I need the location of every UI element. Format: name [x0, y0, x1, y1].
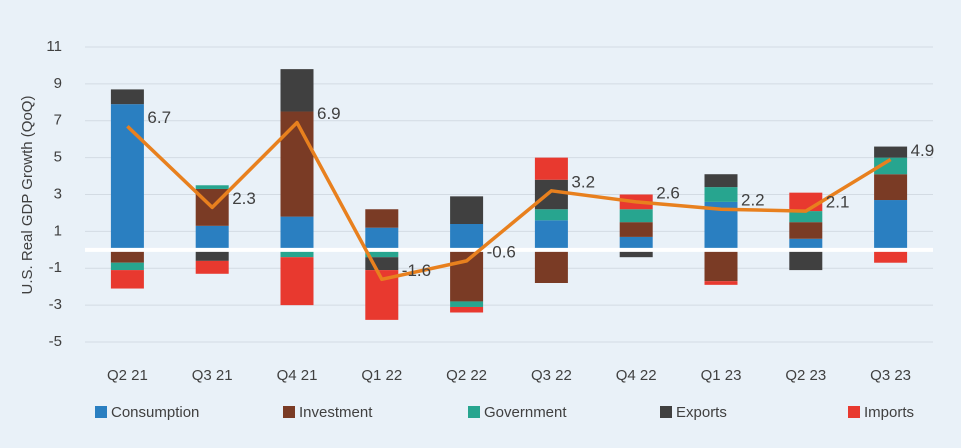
x-tick-label: Q1 23 — [701, 367, 742, 384]
x-tick-label: Q4 21 — [277, 367, 318, 384]
data-label: 6.9 — [317, 104, 341, 123]
bar-segment — [110, 89, 144, 105]
bar-segment — [874, 157, 908, 175]
bar-segment — [280, 249, 314, 258]
bar-segment — [450, 249, 484, 302]
bar-segment — [534, 249, 568, 283]
bar-segment — [195, 249, 229, 261]
bar-segment — [704, 281, 738, 285]
bar-segment — [789, 192, 823, 212]
legend-label: Imports — [864, 404, 914, 421]
bar-segment — [280, 257, 314, 306]
bar-segment — [789, 249, 823, 271]
bar-segment — [110, 270, 144, 289]
y-tick-label: -1 — [49, 259, 62, 276]
y-tick-label: 1 — [54, 222, 62, 239]
bar-segment — [789, 238, 823, 250]
bar-segment — [789, 211, 823, 223]
data-label: 6.7 — [147, 108, 171, 127]
legend-swatch — [468, 406, 480, 418]
x-tick-label: Q3 21 — [192, 367, 233, 384]
bar-segment — [450, 301, 484, 307]
legend-swatch — [848, 406, 860, 418]
bar-segment — [365, 249, 399, 258]
data-label: -1.6 — [402, 261, 431, 280]
bar-segment — [534, 209, 568, 221]
bar-segment — [195, 225, 229, 250]
bar-segment — [619, 209, 653, 223]
y-tick-label: 7 — [54, 112, 62, 129]
bar-segment — [704, 249, 738, 282]
bar-segment — [874, 200, 908, 250]
y-tick-label: 11 — [46, 38, 62, 55]
y-tick-label: -5 — [49, 333, 62, 350]
bar-segment — [280, 69, 314, 112]
bar-segment — [450, 196, 484, 224]
legend-label: Investment — [299, 404, 373, 421]
x-tick-label: Q2 21 — [107, 367, 148, 384]
bar-segment — [280, 111, 314, 217]
legend-label: Exports — [676, 404, 727, 421]
data-label: 3.2 — [571, 172, 595, 191]
bar-segment — [110, 249, 144, 263]
legend-label: Government — [484, 404, 567, 421]
legend-swatch — [283, 406, 295, 418]
legend-label: Consumption — [111, 404, 199, 421]
bar-segment — [280, 216, 314, 250]
bar-segment — [619, 222, 653, 237]
bar-segment — [110, 262, 144, 271]
bar-segment — [450, 224, 484, 250]
data-label: 4.9 — [911, 141, 935, 160]
y-axis-label: U.S. Real GDP Growth (QoQ) — [19, 96, 36, 295]
gdp-line — [126, 120, 892, 282]
bar-segment — [704, 187, 738, 202]
legend-swatch — [95, 406, 107, 418]
y-tick-label: 5 — [54, 149, 62, 166]
bar-segment — [195, 185, 229, 189]
bar-segment — [450, 306, 484, 313]
bar-segment — [874, 249, 908, 263]
x-tick-label: Q3 22 — [531, 367, 572, 384]
bar-segment — [534, 220, 568, 250]
x-tick-label: Q4 22 — [616, 367, 657, 384]
bar-segment — [874, 174, 908, 201]
bar-segment — [619, 249, 653, 258]
x-tick-label: Q3 23 — [870, 367, 911, 384]
y-tick-label: 3 — [54, 185, 62, 202]
y-tick-label: -3 — [49, 296, 62, 313]
x-tick-label: Q1 22 — [361, 367, 402, 384]
bar-segment — [789, 222, 823, 239]
bar-segment — [365, 227, 399, 250]
bar-segment — [704, 174, 738, 188]
data-label: 2.6 — [656, 183, 680, 202]
data-label: 2.2 — [741, 191, 765, 210]
y-tick-label: 9 — [54, 75, 62, 92]
data-label: -0.6 — [487, 242, 516, 261]
bar-segment — [619, 236, 653, 250]
x-tick-label: Q2 22 — [446, 367, 487, 384]
data-label: 2.3 — [232, 189, 256, 208]
bar-segment — [534, 179, 568, 210]
bar-segment — [195, 260, 229, 274]
legend-swatch — [660, 406, 672, 418]
bar-segment — [874, 146, 908, 158]
data-label: 2.1 — [826, 193, 850, 212]
bar-segment — [110, 104, 144, 250]
bar-segment — [534, 157, 568, 180]
bar-segment — [365, 209, 399, 228]
x-tick-label: Q2 23 — [785, 367, 826, 384]
